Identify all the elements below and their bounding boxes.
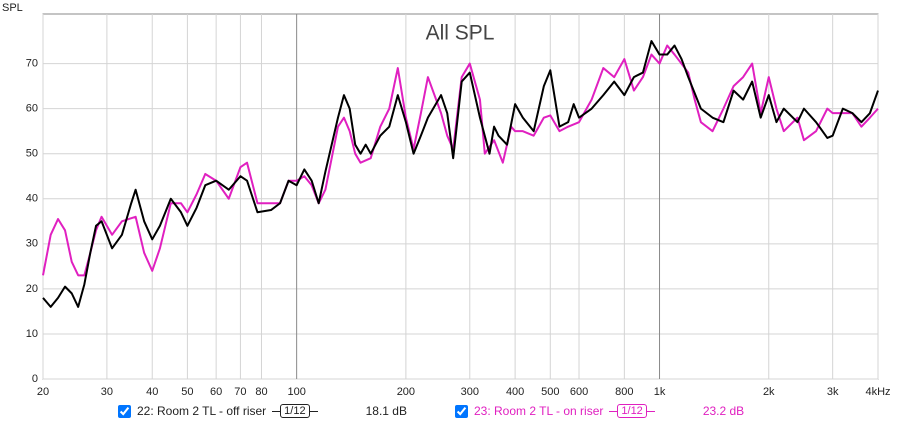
- y-tick-label: 10: [26, 328, 38, 340]
- plot-frame: [42, 13, 879, 380]
- y-tick-label: 0: [32, 373, 38, 385]
- x-tick-label: 400: [506, 386, 524, 398]
- y-tick-label: 50: [26, 148, 38, 160]
- x-tick-label: 1k: [654, 386, 666, 398]
- smoothing-badge: 1/12: [609, 404, 656, 418]
- x-tick-label: 200: [397, 386, 415, 398]
- legend-item: 22: Room 2 TL - off riser 1/12 18.1 dB: [118, 404, 407, 418]
- x-tick-label: 100: [287, 386, 305, 398]
- chart: SPL All SPL 0 10 20 30 40 50 60 70 20 30 40 50 60 70 8…: [2, 2, 891, 398]
- grid: [42, 14, 879, 380]
- y-tick-label: 60: [26, 103, 38, 115]
- legend-item: 23: Room 2 TL - on riser 1/12 23.2 dB: [455, 404, 744, 418]
- smoothing-badge: 1/12: [272, 404, 319, 418]
- y-tick-label: 70: [26, 57, 38, 69]
- y-tick-label: 30: [26, 238, 38, 250]
- x-tick-label: 500: [541, 386, 559, 398]
- legend-checkbox[interactable]: [118, 404, 131, 418]
- x-tick-label: 60: [210, 386, 222, 398]
- x-tick-label: 2k: [763, 386, 775, 398]
- legend-name: 22: Room 2 TL - off riser: [137, 404, 267, 418]
- x-tick-label: 70: [234, 386, 246, 398]
- legend-checkbox[interactable]: [455, 404, 468, 418]
- legend: 22: Room 2 TL - off riser 1/12 18.1 dB 23: …: [0, 404, 900, 428]
- x-tick-label: 800: [615, 386, 633, 398]
- x-tick-label: 300: [461, 386, 479, 398]
- chart-title: All SPL: [426, 22, 495, 45]
- series-line: [42, 44, 879, 277]
- y-tick-label: 40: [26, 193, 38, 205]
- offset-label: 23.2 dB: [702, 404, 745, 418]
- x-tick-label: 20: [37, 386, 49, 398]
- x-tick-label: 3k: [827, 386, 839, 398]
- series-line: [42, 40, 879, 308]
- y-tick-label: 20: [26, 283, 38, 295]
- x-tick-label: 50: [181, 386, 193, 398]
- x-tick-label: 80: [255, 386, 267, 398]
- x-tick-label: 4kHz: [865, 386, 890, 398]
- x-tick-label: 30: [101, 386, 113, 398]
- x-tick-label: 40: [146, 386, 158, 398]
- x-tick-label: 600: [570, 386, 588, 398]
- y-axis-label: SPL: [2, 2, 23, 14]
- offset-label: 18.1 dB: [365, 404, 407, 418]
- legend-name: 23: Room 2 TL - on riser: [474, 404, 604, 418]
